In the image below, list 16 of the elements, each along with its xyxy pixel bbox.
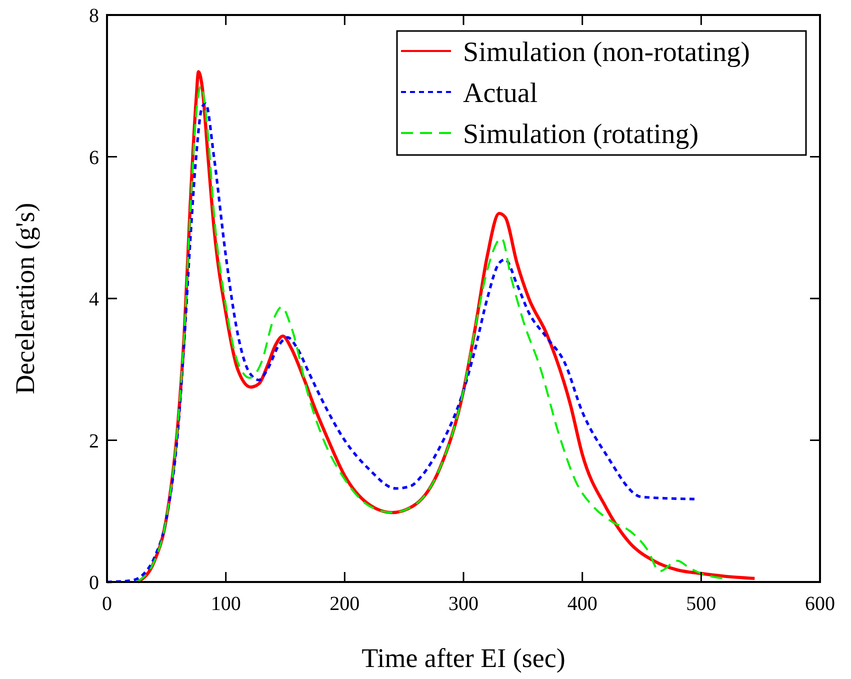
y-tick-label: 8: [89, 5, 99, 27]
legend-label: Actual: [463, 78, 538, 109]
x-tick-label: 300: [448, 593, 478, 615]
x-tick-label: 500: [686, 593, 716, 615]
x-tick-label: 100: [210, 593, 241, 615]
legend-label: Simulation (non-rotating): [463, 37, 750, 68]
y-axis-title: Deceleration (g's): [10, 202, 40, 394]
y-tick-label: 0: [89, 572, 99, 594]
y-tick-label: 6: [89, 146, 99, 169]
x-tick-label: 200: [330, 593, 360, 615]
y-tick-label: 2: [89, 430, 99, 452]
legend-label: Simulation (rotating): [463, 119, 699, 150]
y-tick-label: 4: [89, 288, 99, 310]
x-axis-title: Time after EI (sec): [362, 643, 566, 673]
x-tick-label: 400: [567, 593, 598, 615]
x-tick-label: 600: [805, 593, 835, 615]
